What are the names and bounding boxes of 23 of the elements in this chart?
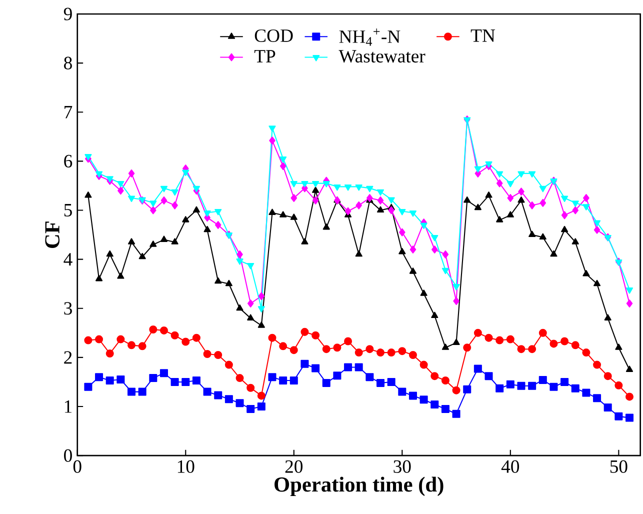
legend-label: TP bbox=[254, 50, 276, 62]
y-axis-title: CF bbox=[45, 221, 60, 248]
y-tick-label: 7 bbox=[64, 106, 72, 118]
x-tick-label: 30 bbox=[394, 460, 411, 473]
legend-label: Wastewater bbox=[338, 50, 426, 63]
x-tick-label: 0 bbox=[73, 460, 82, 473]
y-tick-label: 2 bbox=[64, 351, 72, 364]
y-tick-label: 3 bbox=[64, 302, 72, 315]
y-tick-label: 1 bbox=[64, 400, 72, 413]
y-tick-label: 0 bbox=[64, 449, 72, 462]
legend-label: TN bbox=[470, 29, 496, 42]
y-tick-label: 8 bbox=[64, 56, 72, 70]
x-tick-label: 20 bbox=[285, 460, 303, 473]
legend-label: NH$_{4}$$^{+}$-N bbox=[339, 28, 400, 46]
x-tick-label: 40 bbox=[501, 460, 520, 473]
y-tick-label: 9 bbox=[64, 8, 72, 20]
y-tick-label: 5 bbox=[64, 204, 72, 216]
x-tick-label: 10 bbox=[178, 460, 194, 473]
x-tick-label: 50 bbox=[610, 460, 628, 473]
legend-label: COD bbox=[254, 29, 293, 42]
y-tick-label: 6 bbox=[64, 154, 72, 168]
x-axis-title: Operation time (d) bbox=[274, 476, 444, 496]
y-tick-label: 4 bbox=[64, 253, 72, 266]
